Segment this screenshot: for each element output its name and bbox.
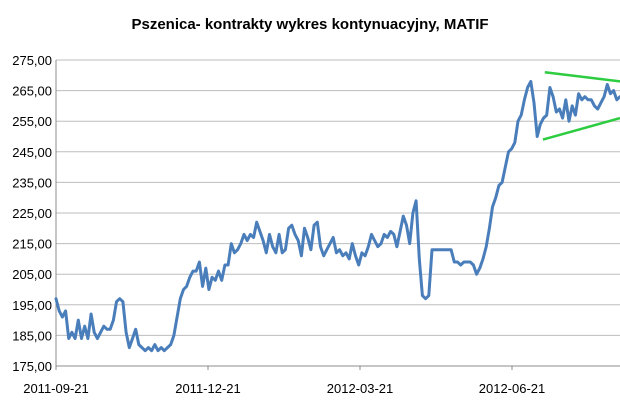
y-tick-label: 235,00 <box>12 175 52 190</box>
y-tick-label: 195,00 <box>12 298 52 313</box>
x-tick-label: 2012-06-21 <box>479 381 546 396</box>
x-tick-label: 2011-09-21 <box>23 381 89 396</box>
x-tick-label: 2012-03-21 <box>327 381 394 396</box>
y-tick-label: 245,00 <box>12 145 52 160</box>
trendline <box>542 116 620 141</box>
y-tick-label: 265,00 <box>12 84 52 99</box>
y-tick-label: 205,00 <box>12 267 52 282</box>
y-tick-label: 275,00 <box>12 53 52 68</box>
y-tick-label: 175,00 <box>12 359 52 374</box>
y-tick-label: 225,00 <box>12 206 52 221</box>
chart-title: Pszenica- kontrakty wykres kontynuacyjny… <box>131 16 489 33</box>
y-tick-label: 215,00 <box>12 237 52 252</box>
x-tick-label: 2011-12-21 <box>175 381 241 396</box>
y-tick-label: 185,00 <box>12 328 52 343</box>
trendline <box>544 70 620 83</box>
y-tick-label: 255,00 <box>12 114 52 129</box>
series-line <box>54 79 620 353</box>
